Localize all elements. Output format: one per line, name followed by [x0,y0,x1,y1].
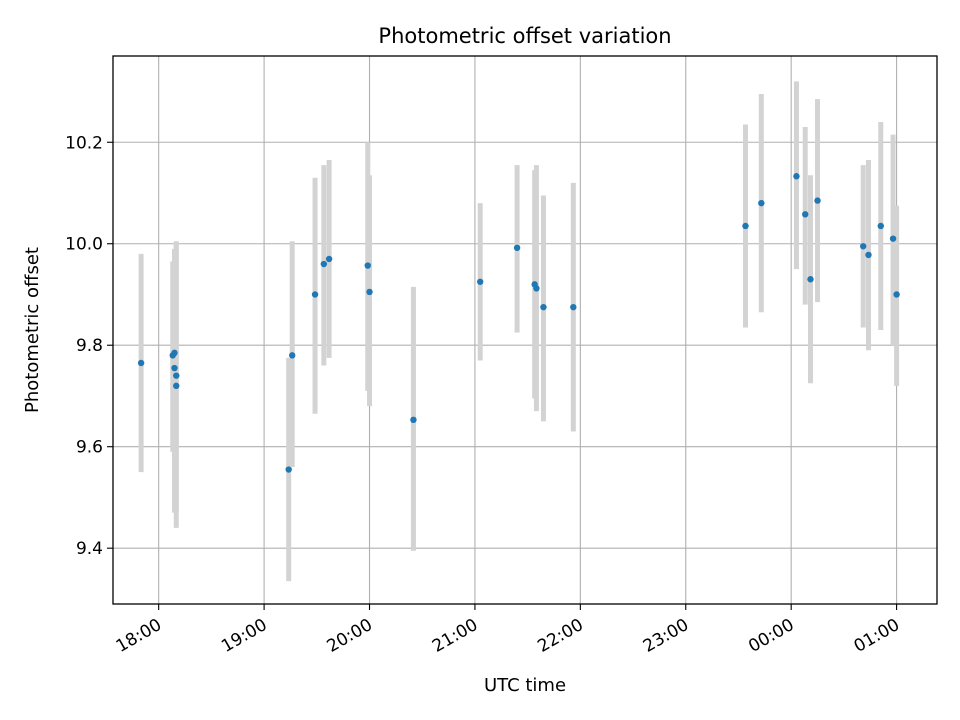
y-tick-label: 10.0 [65,235,103,255]
data-point [171,349,178,357]
data-point [742,222,749,230]
y-tick-label: 9.4 [76,539,103,559]
data-point [289,352,296,359]
data-point [325,255,333,263]
data-point [173,372,180,379]
data-point [865,251,872,259]
data-point [410,416,417,424]
data-point [893,291,900,298]
chart-title: Photometric offset variation [378,24,671,48]
data-point [814,197,821,204]
data-point [793,173,800,180]
x-axis-label: UTC time [484,675,566,696]
data-point [364,262,371,269]
data-points [137,173,900,473]
data-point [533,285,540,292]
data-point [889,235,897,242]
data-point [137,359,145,367]
plot-area-frame [112,55,938,605]
data-point [476,278,484,285]
data-point [860,243,867,250]
data-point [802,211,809,218]
data-point [173,382,180,390]
data-point [311,291,319,298]
data-point [285,466,292,473]
data-point [540,303,547,311]
data-point [513,244,521,251]
data-point [758,199,765,207]
y-tick-label: 9.6 [76,438,103,458]
data-point [171,364,178,372]
data-point [570,303,577,311]
y-tick-label: 10.2 [65,133,103,153]
y-axis-label: Photometric offset [22,247,43,413]
data-point [320,260,328,268]
data-point [366,288,373,296]
y-tick-label: 9.8 [76,336,103,356]
y-axis-ticks: 9.4 9.6 9.8 10.0 10.2 [65,133,113,559]
data-point [877,222,884,230]
data-point [807,276,814,283]
